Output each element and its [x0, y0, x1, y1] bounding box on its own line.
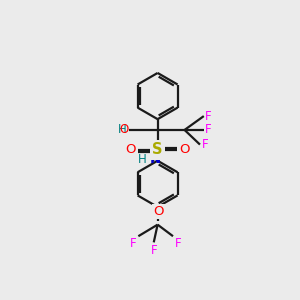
Text: O: O [125, 143, 136, 157]
Text: F: F [205, 123, 212, 136]
Text: H: H [138, 153, 147, 166]
Text: F: F [130, 237, 137, 250]
Text: O: O [179, 143, 190, 157]
Text: H: H [118, 123, 127, 136]
Text: N: N [150, 153, 161, 166]
Text: F: F [205, 110, 212, 123]
Text: O: O [153, 205, 164, 218]
Text: F: F [175, 237, 181, 250]
Text: F: F [202, 138, 208, 151]
Text: O: O [119, 123, 128, 136]
Text: S: S [152, 142, 163, 158]
Text: F: F [150, 244, 157, 257]
